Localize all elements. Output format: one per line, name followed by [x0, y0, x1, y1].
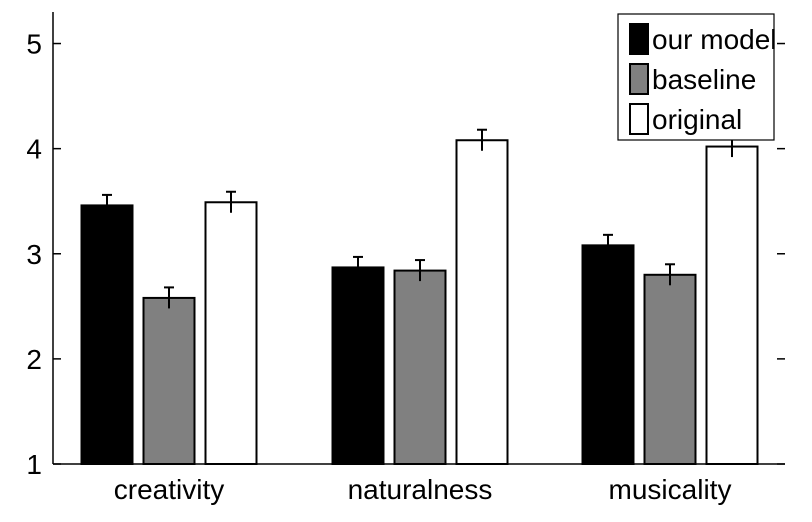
bar-original-creativity: [204, 201, 258, 465]
bar-baseline-naturalness: [393, 269, 447, 466]
y-tick-label: 1: [26, 449, 42, 480]
legend-swatch: [629, 63, 649, 95]
legend-label: our model: [652, 24, 777, 55]
bar-baseline-musicality: [643, 273, 697, 466]
bar-our-model-creativity: [80, 204, 134, 466]
legend-label: original: [652, 104, 742, 135]
y-tick-label: 5: [26, 29, 42, 60]
bar-baseline-creativity: [142, 296, 196, 466]
legend-label: baseline: [652, 64, 756, 95]
legend: our model baseline original: [617, 13, 777, 141]
category-label: creativity: [114, 474, 224, 505]
bar-our-model-musicality: [581, 244, 635, 465]
legend-swatch: [629, 23, 649, 55]
category-label: naturalness: [348, 474, 493, 505]
category-labels: creativity naturalness musicality: [114, 474, 732, 505]
bar-original-musicality: [705, 145, 759, 466]
legend-swatch: [629, 103, 649, 135]
category-label: musicality: [609, 474, 732, 505]
bars: [80, 128, 759, 466]
bar-our-model-naturalness: [331, 266, 385, 465]
bar-original-naturalness: [455, 139, 509, 466]
y-tick-label: 3: [26, 239, 42, 270]
y-tick-label: 2: [26, 344, 42, 375]
y-tick-label: 4: [26, 134, 42, 165]
